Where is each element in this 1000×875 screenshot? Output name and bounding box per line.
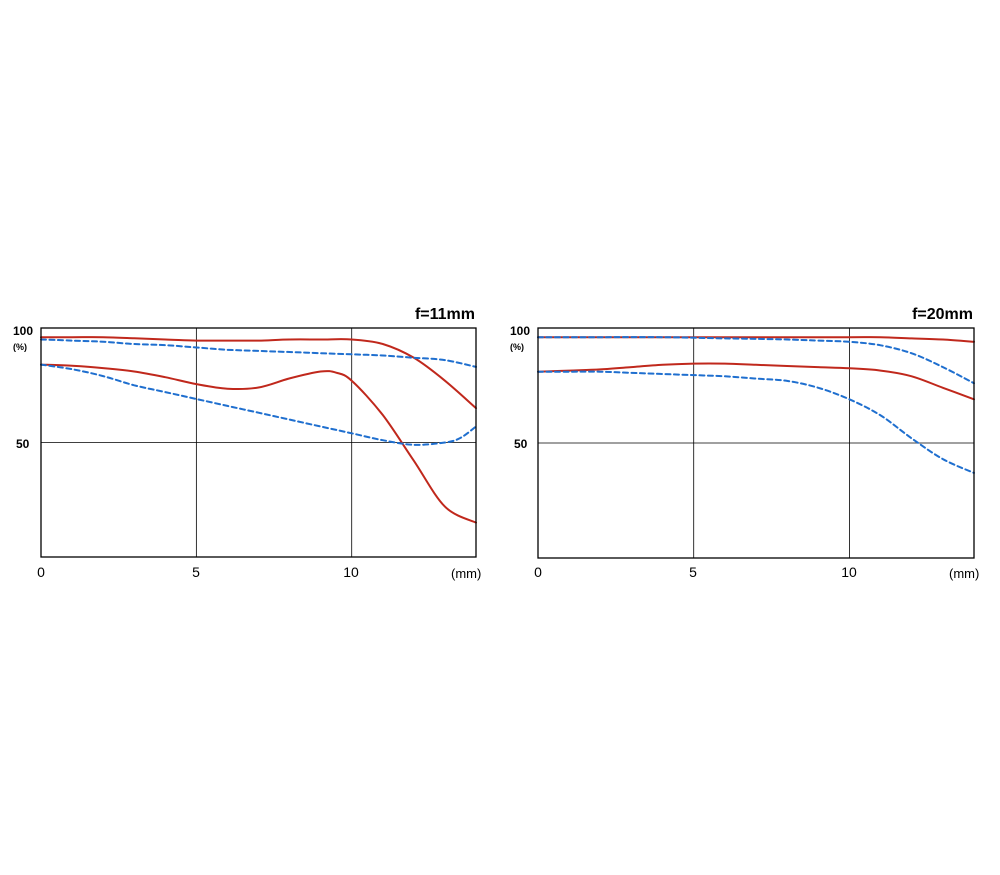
- mtf-chart-f11: f=11mm 100 (%) 50 0 5 10 (mm): [13, 306, 481, 581]
- x-tick-label-0: 0: [37, 564, 45, 580]
- x-axis-unit: (mm): [451, 566, 481, 581]
- mtf-chart-f20: f=20mm 100 (%) 50 0 5 10 (mm): [510, 306, 979, 581]
- series-line-2: [537, 362, 975, 401]
- y-axis-unit: (%): [13, 342, 27, 352]
- y-tick-label-100: 100: [13, 324, 33, 338]
- y-tick-label-100: 100: [510, 324, 530, 338]
- series-line-3: [40, 338, 477, 368]
- grid-lines: [41, 328, 476, 557]
- series-line-4: [40, 363, 477, 446]
- x-tick-label-5: 5: [192, 564, 200, 580]
- chart-title: f=20mm: [912, 306, 973, 323]
- series-line-1: [40, 336, 477, 410]
- series-line-2: [40, 363, 477, 524]
- plot-frame: [40, 327, 477, 558]
- series-line-4: [537, 370, 975, 474]
- series-lines: [40, 336, 477, 524]
- y-axis-unit: (%): [510, 342, 524, 352]
- x-axis-unit: (mm): [949, 566, 979, 581]
- chart-title: f=11mm: [415, 306, 475, 323]
- y-tick-label-50: 50: [16, 437, 30, 451]
- series-line-3: [537, 336, 975, 385]
- series-lines: [537, 336, 975, 474]
- x-tick-label-0: 0: [534, 564, 542, 580]
- grid-lines: [538, 328, 974, 558]
- x-tick-label-10: 10: [343, 564, 359, 580]
- y-tick-label-50: 50: [514, 437, 528, 451]
- plot-frame: [537, 327, 975, 559]
- x-tick-label-10: 10: [841, 564, 857, 580]
- x-tick-label-5: 5: [689, 564, 697, 580]
